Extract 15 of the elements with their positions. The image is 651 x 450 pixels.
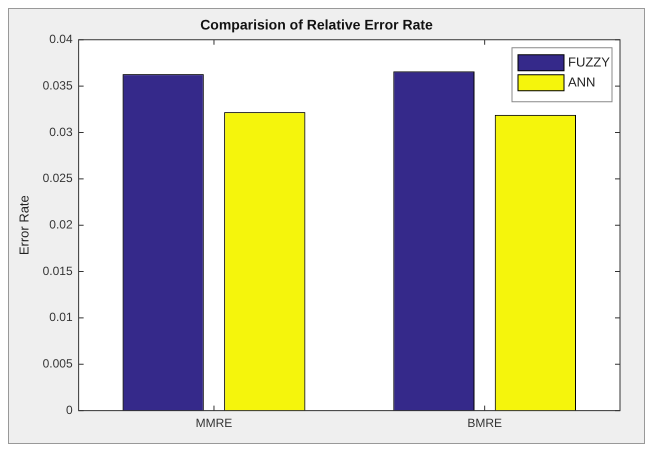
- y-tick-label: 0.02: [49, 218, 73, 232]
- y-tick-label: 0.025: [42, 171, 73, 186]
- y-tick-label: 0.04: [49, 32, 73, 46]
- legend-label: FUZZY: [568, 54, 610, 70]
- chart-title: Comparision of Relative Error Rate: [200, 16, 434, 32]
- x-tick-label: MMRE: [196, 416, 232, 430]
- y-tick-label: 0.015: [42, 264, 73, 278]
- y-tick-label: 0: [66, 402, 73, 417]
- y-tick-label: 0.01: [49, 310, 73, 324]
- y-axis-title: Error Rate: [16, 195, 32, 256]
- y-tick-label: 0.005: [42, 356, 73, 371]
- y-tick-label: 0.03: [49, 124, 73, 139]
- y-tick-label: 0.035: [42, 78, 73, 92]
- x-tick-label: BMRE: [467, 416, 502, 430]
- legend-label: ANN: [568, 74, 596, 90]
